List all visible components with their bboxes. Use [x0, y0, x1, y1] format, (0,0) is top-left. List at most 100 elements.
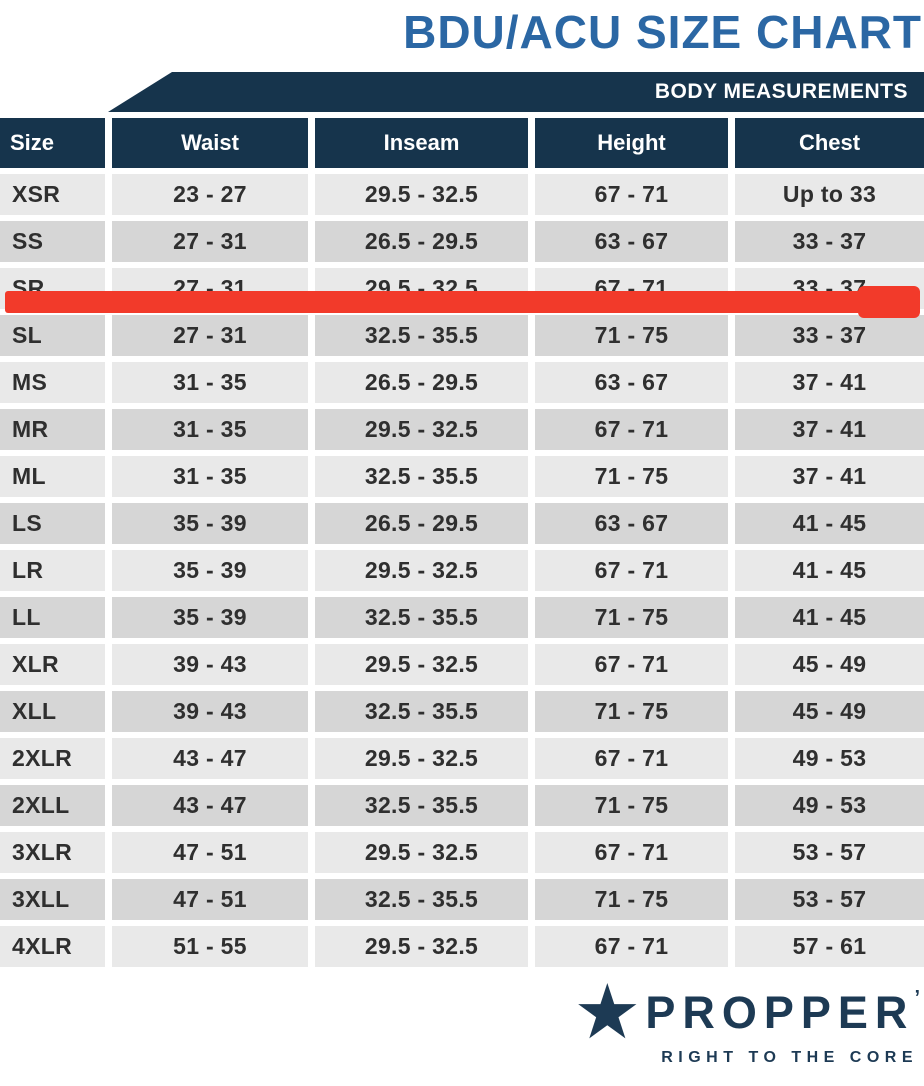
- table-cell: 41 - 45: [735, 597, 924, 638]
- column-header-size: Size: [0, 118, 105, 168]
- size-label: 2XLR: [0, 738, 105, 779]
- size-label: MS: [0, 362, 105, 403]
- table-cell: 41 - 45: [735, 503, 924, 544]
- table-row-mr: MR 31 - 35 29.5 - 32.5 67 - 71 37 - 41: [0, 409, 924, 450]
- logo-tagline: RIGHT TO THE CORE: [661, 1049, 918, 1066]
- table-cell: 27 - 31: [112, 221, 308, 262]
- trademark-icon: ’: [914, 987, 920, 1009]
- size-label: 3XLL: [0, 879, 105, 920]
- table-cell: 63 - 67: [535, 221, 728, 262]
- table-cell: 41 - 45: [735, 550, 924, 591]
- table-row-sl: SL 27 - 31 32.5 - 35.5 71 - 75 33 - 37: [0, 315, 924, 356]
- table-row-ml: ML 31 - 35 32.5 - 35.5 71 - 75 37 - 41: [0, 456, 924, 497]
- table-cell: 39 - 43: [112, 691, 308, 732]
- table-cell: 71 - 75: [535, 785, 728, 826]
- size-label: MR: [0, 409, 105, 450]
- table-cell: 29.5 - 32.5: [315, 644, 528, 685]
- table-cell: 47 - 51: [112, 879, 308, 920]
- table-cell: 37 - 41: [735, 362, 924, 403]
- table-cell: 33 - 37: [735, 221, 924, 262]
- table-cell: 26.5 - 29.5: [315, 503, 528, 544]
- table-body: XSR 23 - 27 29.5 - 32.5 67 - 71 Up to 33 SS 27…: [0, 174, 924, 967]
- table-cell: 35 - 39: [112, 503, 308, 544]
- table-cell: 67 - 71: [535, 644, 728, 685]
- page-title: BDU/ACU SIZE CHART: [403, 6, 922, 58]
- table-cell: 67 - 71: [535, 926, 728, 967]
- table-cell: 29.5 - 32.5: [315, 832, 528, 873]
- table-cell: 29.5 - 32.5: [315, 926, 528, 967]
- table-cell: 45 - 49: [735, 691, 924, 732]
- table-cell: 71 - 75: [535, 456, 728, 497]
- table-row-ls: LS 35 - 39 26.5 - 29.5 63 - 67 41 - 45: [0, 503, 924, 544]
- table-row-2xll: 2XLL 43 - 47 32.5 - 35.5 71 - 75 49 - 53: [0, 785, 924, 826]
- table-cell: 71 - 75: [535, 597, 728, 638]
- table-cell: 53 - 57: [735, 832, 924, 873]
- table-cell: 31 - 35: [112, 362, 308, 403]
- table-cell: 45 - 49: [735, 644, 924, 685]
- table-cell: Up to 33: [735, 174, 924, 215]
- column-header-inseam: Inseam: [315, 118, 528, 168]
- table-cell: 27 - 31: [112, 315, 308, 356]
- table-row-2xlr: 2XLR 43 - 47 29.5 - 32.5 67 - 71 49 - 53: [0, 738, 924, 779]
- table-row-3xll: 3XLL 47 - 51 32.5 - 35.5 71 - 75 53 - 57: [0, 879, 924, 920]
- column-header-height: Height: [535, 118, 728, 168]
- column-header-chest: Chest: [735, 118, 924, 168]
- table-row-ll: LL 35 - 39 32.5 - 35.5 71 - 75 41 - 45: [0, 597, 924, 638]
- table-cell: 32.5 - 35.5: [315, 315, 528, 356]
- table-cell: 37 - 41: [735, 456, 924, 497]
- size-label: ML: [0, 456, 105, 497]
- table-cell: 67 - 71: [535, 174, 728, 215]
- table-cell: 33 - 37: [735, 315, 924, 356]
- table-cell: 32.5 - 35.5: [315, 456, 528, 497]
- logo-brand-text: PROPPER: [645, 987, 915, 1038]
- size-label: 2XLL: [0, 785, 105, 826]
- column-header-waist: Waist: [112, 118, 308, 168]
- table-cell: 23 - 27: [112, 174, 308, 215]
- size-chart-table: Size Waist Inseam Height Chest XSR 23 - 2…: [0, 118, 924, 967]
- table-cell: 31 - 35: [112, 456, 308, 497]
- table-cell: 43 - 47: [112, 785, 308, 826]
- table-row-3xlr: 3XLR 47 - 51 29.5 - 32.5 67 - 71 53 - 57: [0, 832, 924, 873]
- size-label: 4XLR: [0, 926, 105, 967]
- table-cell: 29.5 - 32.5: [315, 738, 528, 779]
- table-row-4xlr: 4XLR 51 - 55 29.5 - 32.5 67 - 71 57 - 61: [0, 926, 924, 967]
- table-cell: 63 - 67: [535, 503, 728, 544]
- table-row-xsr: XSR 23 - 27 29.5 - 32.5 67 - 71 Up to 33: [0, 174, 924, 215]
- table-row-xlr: XLR 39 - 43 29.5 - 32.5 67 - 71 45 - 49: [0, 644, 924, 685]
- size-label: 3XLR: [0, 832, 105, 873]
- banner-label: BODY MEASUREMENTS: [654, 80, 908, 103]
- size-label: LS: [0, 503, 105, 544]
- table-row-sr: SR 27 - 31 29.5 - 32.5 67 - 71 33 - 37: [0, 268, 924, 318]
- propper-logo: ★ PROPPER ’ RIGHT TO THE CORE: [0, 970, 924, 1067]
- table-cell: 32.5 - 35.5: [315, 879, 528, 920]
- table-cell: 67 - 71: [535, 832, 728, 873]
- table-cell: 29.5 - 32.5: [315, 409, 528, 450]
- table-cell: 26.5 - 29.5: [315, 362, 528, 403]
- table-cell: 67 - 71: [535, 409, 728, 450]
- table-cell: 32.5 - 35.5: [315, 597, 528, 638]
- logo-row: ★ PROPPER ’: [573, 970, 920, 1055]
- table-cell: 49 - 53: [735, 738, 924, 779]
- table-cell: 35 - 39: [112, 597, 308, 638]
- star-icon: ★: [573, 970, 642, 1055]
- size-label: LL: [0, 597, 105, 638]
- table-row-ss: SS 27 - 31 26.5 - 29.5 63 - 67 33 - 37: [0, 221, 924, 262]
- table-cell: 57 - 61: [735, 926, 924, 967]
- table-cell: 32.5 - 35.5: [315, 691, 528, 732]
- table-cell: 31 - 35: [112, 409, 308, 450]
- table-cell: 39 - 43: [112, 644, 308, 685]
- table-row-lr: LR 35 - 39 29.5 - 32.5 67 - 71 41 - 45: [0, 550, 924, 591]
- size-label: XSR: [0, 174, 105, 215]
- highlight-marker: [5, 286, 920, 318]
- table-cell: 29.5 - 32.5: [315, 550, 528, 591]
- table-cell: 53 - 57: [735, 879, 924, 920]
- size-label: XLL: [0, 691, 105, 732]
- table-cell: 49 - 53: [735, 785, 924, 826]
- size-label: XLR: [0, 644, 105, 685]
- body-measurements-banner: BODY MEASUREMENTS: [108, 72, 924, 112]
- table-cell: 43 - 47: [112, 738, 308, 779]
- table-cell: 67 - 71: [535, 738, 728, 779]
- table-cell: 37 - 41: [735, 409, 924, 450]
- table-header-row: Size Waist Inseam Height Chest: [0, 118, 924, 168]
- table-cell: 26.5 - 29.5: [315, 221, 528, 262]
